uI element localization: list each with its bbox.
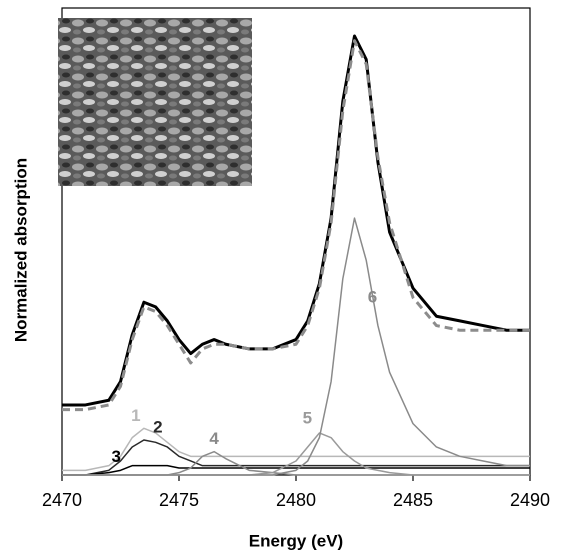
y-axis-label: Normalized absorption: [11, 158, 30, 342]
series-line: [62, 450, 530, 476]
series-line: [62, 439, 530, 476]
series-label: 3: [111, 447, 120, 466]
series-line: [62, 217, 530, 476]
x-axis-label: Energy (eV): [249, 531, 343, 550]
series-line: [62, 427, 530, 472]
x-tick-label: 2480: [276, 490, 316, 510]
series-label: 6: [368, 288, 377, 307]
series-line: [62, 34, 530, 407]
series-label: 4: [209, 429, 219, 448]
x-tick-label: 2470: [42, 490, 82, 510]
series-label: 5: [303, 408, 312, 427]
x-tick-label: 2485: [393, 490, 433, 510]
x-tick-label: 2490: [510, 490, 550, 510]
series-line: [62, 39, 530, 412]
x-tick-label: 2475: [159, 490, 199, 510]
series-label: 1: [131, 406, 140, 425]
inset-photo: [58, 18, 252, 186]
series-label: 2: [153, 417, 162, 436]
series-line: [62, 464, 530, 476]
